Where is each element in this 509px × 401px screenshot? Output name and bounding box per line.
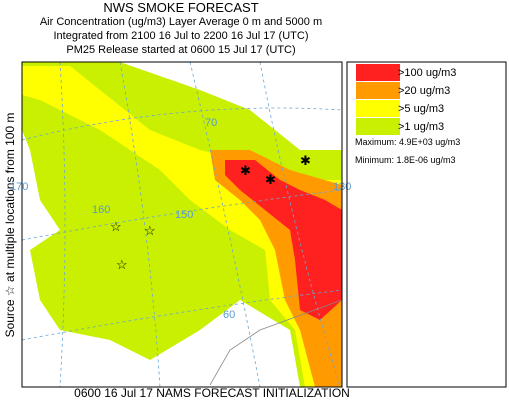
source-star: ✱ [240,163,251,178]
graticule [189,62,261,387]
coast [209,299,342,386]
graticule-label: 60 [223,309,235,321]
graticule-label: 160 [92,204,110,216]
minimum: Minimum: 1.8E-06 ug/m3 [355,155,456,165]
map: ☆ ☆ ☆ ✱ ✱ ✱ 170 160 150 70 60 130 [10,61,351,388]
source-star: ☆ [144,223,156,238]
source-star: ☆ [110,219,122,234]
legend-label: >20 ug/m3 [398,85,450,97]
subtitle: Air Concentration (ug/m3) Layer Average … [40,16,322,28]
legend-label: >100 ug/m3 [398,67,456,79]
graticule [22,107,342,141]
subtitle: PM25 Release started at 0600 15 Jul 17 (… [66,44,295,56]
legend-swatch [356,100,400,117]
graticule [259,62,341,387]
source-star: ✱ [300,153,311,168]
legend-label: >5 ug/m3 [398,103,444,115]
source-star: ☆ [116,257,128,272]
graticule-label: 170 [10,181,28,193]
footer: 0600 16 Jul 17 NAMS FORECAST INITIALIZAT… [74,386,350,400]
legend-frame [346,61,507,388]
subtitle: Integrated from 2100 16 Jul to 2200 16 J… [54,30,309,42]
map-frame [21,61,343,388]
title: NWS SMOKE FORECAST [103,0,258,15]
legend-label: >1 ug/m3 [398,121,444,133]
legend-swatch [356,64,400,81]
smoke-100 [225,160,342,320]
graticule [119,62,161,387]
source-star: ✱ [265,172,276,187]
legend-swatch [356,82,400,99]
legend: >100 ug/m3 >20 ug/m3 >5 ug/m3 >1 ug/m3 [356,64,456,135]
graticule-label: 150 [175,209,193,221]
source-label: Source ☆ at multiple locations from 100 … [3,113,17,338]
maximum: Maximum: 4.9E+03 ug/m3 [355,137,460,147]
legend-swatch [356,118,400,135]
land-low [22,62,342,387]
graticule-label: 70 [205,117,217,129]
